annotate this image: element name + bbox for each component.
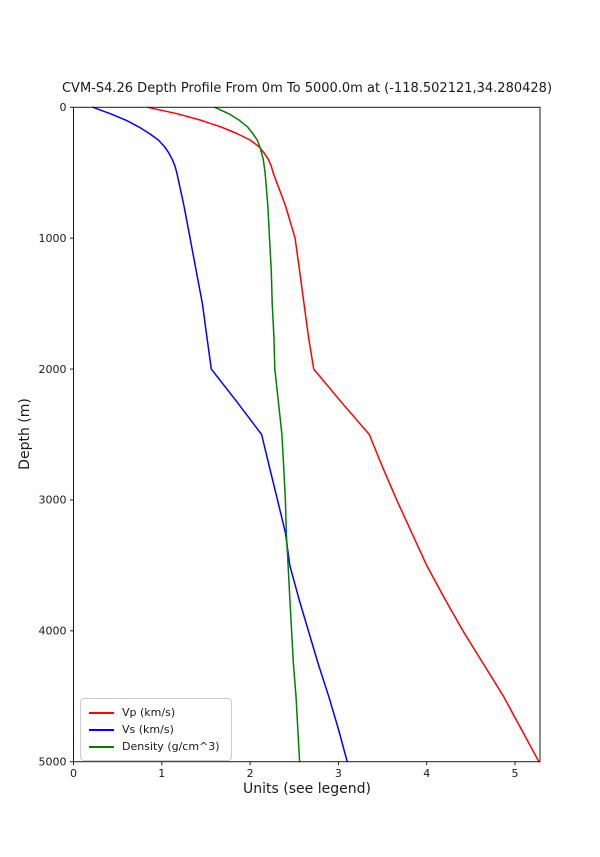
y-axis-tick-label: 3000 (39, 494, 67, 507)
legend: Vp (km/s) Vs (km/s) Density (g/cm^3) (80, 698, 232, 761)
y-axis-label: Depth (m) (17, 398, 33, 470)
vs-line-swatch (89, 728, 114, 731)
legend-label-vs: Vs (km/s) (122, 723, 174, 736)
x-axis-tick-label: 1 (158, 767, 165, 780)
density-line-swatch (89, 745, 114, 748)
x-axis-label: Units (see legend) (243, 781, 371, 797)
legend-item-density: Density (g/cm^3) (89, 738, 223, 755)
chart-title: CVM-S4.26 Depth Profile From 0m To 5000.… (61, 81, 553, 96)
vp-line (146, 106, 540, 763)
vp-line-swatch (89, 711, 114, 714)
legend-label-density: Density (g/cm^3) (122, 740, 220, 753)
axes-spines (73, 106, 541, 763)
x-axis-tick-label: 5 (512, 767, 519, 780)
y-axis-tick-label: 5000 (39, 756, 67, 769)
x-axis-tick-label: 2 (247, 767, 254, 780)
vs-line (92, 106, 348, 763)
y-axis-tick-label: 1000 (39, 232, 67, 245)
y-axis-tick-label: 2000 (39, 363, 67, 376)
legend-label-vp: Vp (km/s) (122, 706, 176, 719)
legend-item-vs: Vs (km/s) (89, 721, 223, 738)
density-line (214, 106, 301, 763)
x-axis-tick-label: 3 (335, 767, 342, 780)
legend-item-vp: Vp (km/s) (89, 704, 223, 721)
y-axis-tick-label: 4000 (39, 625, 67, 638)
x-axis-tick-label: 0 (70, 767, 77, 780)
y-axis-tick-label: 0 (60, 101, 67, 114)
x-axis-tick-label: 4 (423, 767, 430, 780)
